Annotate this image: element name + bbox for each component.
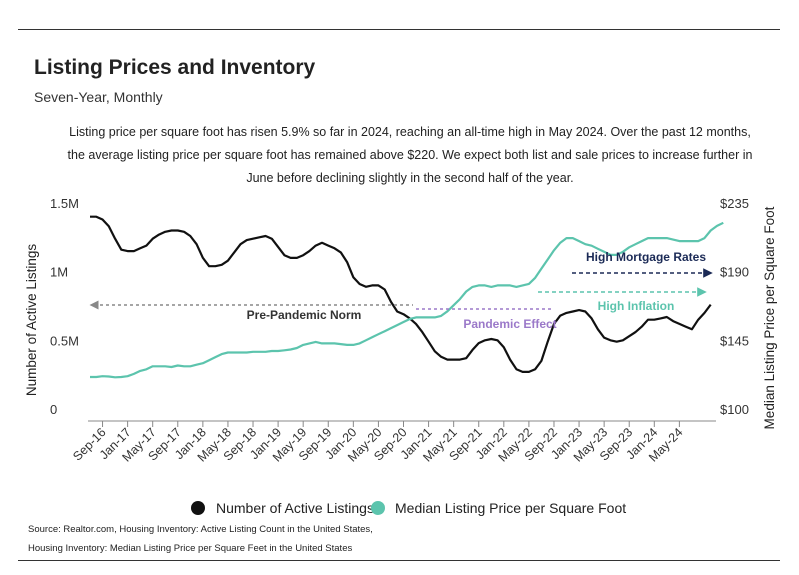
mortgage-rates-label: High Mortgage Rates [586,250,706,264]
y-right-tick-label: $145 [720,333,749,348]
legend-swatch-price [371,501,385,515]
chart-subtitle: Seven-Year, Monthly [34,89,163,105]
pandemic-effect-label: Pandemic Effect [463,317,556,331]
legend-swatch-listings [191,501,205,515]
y-left-tick-label: 1M [50,265,68,280]
legend-label-price: Median Listing Price per Square Foot [395,500,626,516]
y-right-tick-label: $190 [720,265,749,280]
price-per-sqft-line [90,221,724,379]
y-right-tick-label: $100 [720,402,749,417]
y-right-tick-label: $235 [720,196,749,211]
legend-label-listings: Number of Active Listings [216,500,374,516]
bottom-rule [18,560,780,561]
chart-summary: Listing price per square foot has risen … [67,125,753,185]
source-line-2: Housing Inventory: Median Listing Price … [28,543,353,554]
y-right-axis-title: Median Listing Price per Square Foot [762,206,777,429]
source-line-1: Source: Realtor.com, Housing Inventory: … [28,524,373,535]
chart-title: Listing Prices and Inventory [34,56,316,79]
y-left-tick-label: 0 [50,402,57,417]
y-left-axis-title: Number of Active Listings [24,244,39,397]
y-left-tick-label: 1.5M [50,196,79,211]
active-listings-line [90,215,712,373]
pre-pandemic-label: Pre-Pandemic Norm [247,308,362,322]
inflation-label: High Inflation [598,299,675,313]
top-rule [18,29,780,30]
y-left-tick-label: 0.5M [50,333,79,348]
